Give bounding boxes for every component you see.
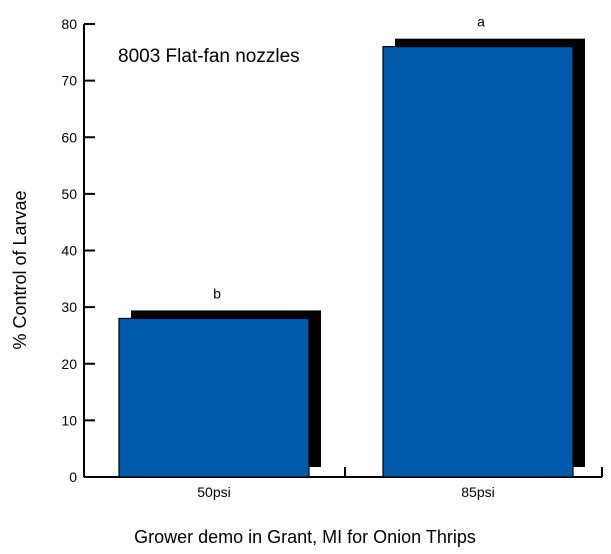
x-axis-label: Grower demo in Grant, MI for Onion Thrip… <box>134 527 476 547</box>
y-tick-label: 70 <box>61 73 77 89</box>
bars: ba <box>118 14 585 478</box>
significance-letter: b <box>213 285 221 301</box>
bar-50psi <box>118 317 310 478</box>
x-category-label: 85psi <box>461 484 494 500</box>
x-category-label: 50psi <box>197 484 230 500</box>
y-axis-label: % Control of Larvae <box>10 190 30 349</box>
y-axis: 0 10 20 30 40 50 60 70 80 <box>61 16 95 485</box>
bar-85psi <box>382 46 574 478</box>
chart-annotation: 8003 Flat-fan nozzles <box>118 46 300 67</box>
y-tick-label: 80 <box>61 16 77 32</box>
significance-letter: a <box>477 14 485 30</box>
y-tick-label: 10 <box>61 412 77 428</box>
y-tick-label: 20 <box>61 356 77 372</box>
y-tick-label: 50 <box>61 186 77 202</box>
y-tick-label: 30 <box>61 299 77 315</box>
y-tick-label: 60 <box>61 129 77 145</box>
y-tick-label: 0 <box>69 469 77 485</box>
y-tick-label: 40 <box>61 243 77 259</box>
